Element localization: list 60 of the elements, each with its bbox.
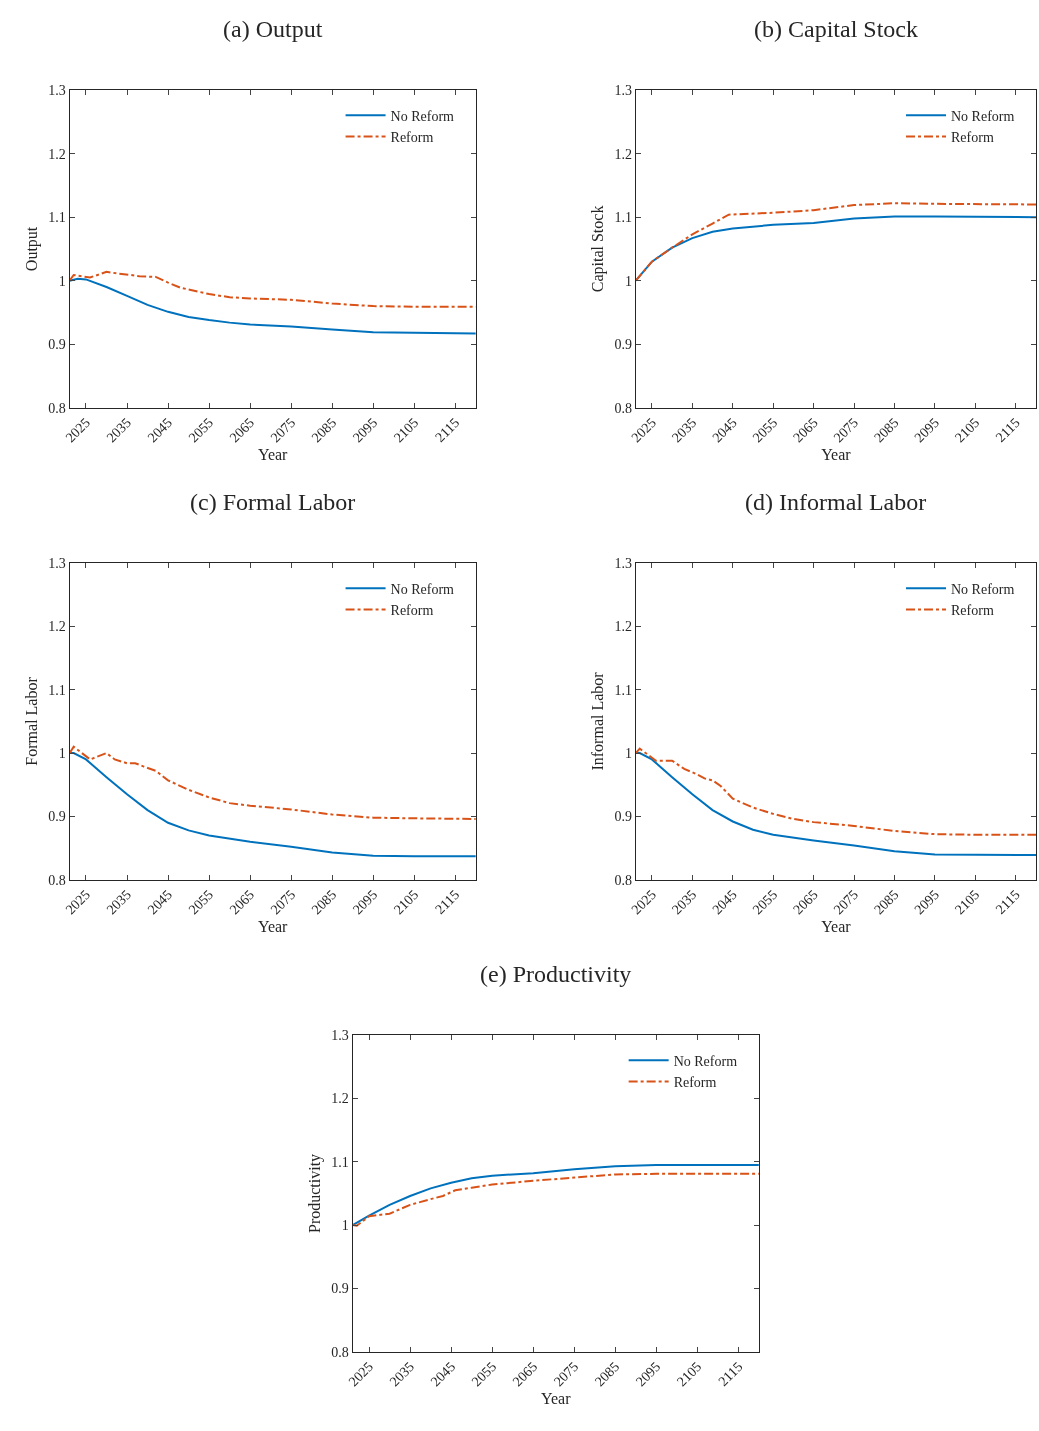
chart-title: (e) Productivity: [480, 961, 632, 987]
legend-label: No Reform: [951, 581, 1015, 597]
y-tick-label: 0.8: [614, 872, 632, 888]
legend-label: No Reform: [673, 1053, 738, 1069]
legend-label: Reform: [390, 602, 434, 618]
y-tick-label: 0.9: [331, 1281, 349, 1297]
y-tick-label: 1.3: [331, 1028, 349, 1044]
legend-label: Reform: [673, 1074, 717, 1090]
chart-title: (a) Output: [223, 16, 323, 42]
y-axis-title: Formal Labor: [23, 676, 41, 766]
y-tick-label: 1: [58, 273, 66, 289]
legend-label: Reform: [951, 129, 994, 145]
x-axis-title: Year: [821, 918, 852, 936]
y-tick-label: 1.1: [48, 682, 66, 698]
legend-label: No Reform: [390, 581, 455, 597]
y-axis-title: Informal Labor: [589, 671, 607, 771]
y-tick-label: 0.9: [614, 337, 632, 353]
line-series: [635, 202, 1037, 282]
x-axis-title: Year: [257, 446, 289, 464]
y-tick-label: 0.8: [48, 400, 66, 416]
line-series: [69, 745, 476, 820]
y-tick-label: 1: [624, 746, 632, 761]
x-axis-title: Year: [821, 446, 852, 464]
y-tick-label: 1.3: [48, 556, 66, 572]
line-series: [69, 277, 476, 335]
y-tick-label: 1.1: [331, 1154, 349, 1170]
x-axis-title: Year: [541, 1390, 572, 1408]
y-tick-label: 0.9: [48, 337, 66, 353]
legend-label: No Reform: [390, 108, 455, 124]
line-series: [69, 270, 476, 308]
legend-label: Reform: [390, 129, 434, 145]
y-tick-label: 0.9: [614, 809, 632, 825]
y-tick-label: 1.1: [614, 210, 632, 226]
y-tick-label: 1: [341, 1218, 349, 1233]
y-tick-label: 1.1: [48, 210, 66, 226]
y-axis-title: Capital Stock: [589, 205, 608, 293]
y-axis-title: Productivity: [306, 1153, 325, 1233]
y-tick-label: 1.1: [614, 682, 632, 698]
y-tick-label: 1.2: [614, 619, 632, 635]
y-axis-title: Output: [23, 226, 42, 272]
y-tick-label: 1: [58, 746, 66, 761]
legend-label: Reform: [951, 602, 994, 618]
y-tick-label: 1.2: [48, 146, 66, 162]
y-tick-label: 1: [624, 273, 632, 289]
y-tick-label: 0.9: [48, 809, 66, 825]
y-tick-label: 1.2: [614, 146, 632, 162]
y-tick-label: 0.8: [48, 872, 66, 888]
chart-title: (c) Formal Labor: [190, 489, 356, 515]
y-tick-label: 1.3: [614, 556, 632, 572]
x-axis-title: Year: [257, 918, 289, 936]
chart-title: (d) Informal Labor: [745, 489, 927, 515]
line-series: [635, 747, 1037, 836]
legend-label: No Reform: [951, 108, 1015, 124]
y-tick-label: 0.8: [331, 1344, 349, 1360]
y-tick-label: 1.3: [48, 83, 66, 99]
y-tick-label: 1.3: [614, 83, 632, 99]
y-tick-label: 1.2: [331, 1091, 349, 1107]
chart-title: (b) Capital Stock: [754, 16, 918, 42]
y-tick-label: 1.2: [48, 619, 66, 635]
y-tick-label: 0.8: [614, 400, 632, 416]
